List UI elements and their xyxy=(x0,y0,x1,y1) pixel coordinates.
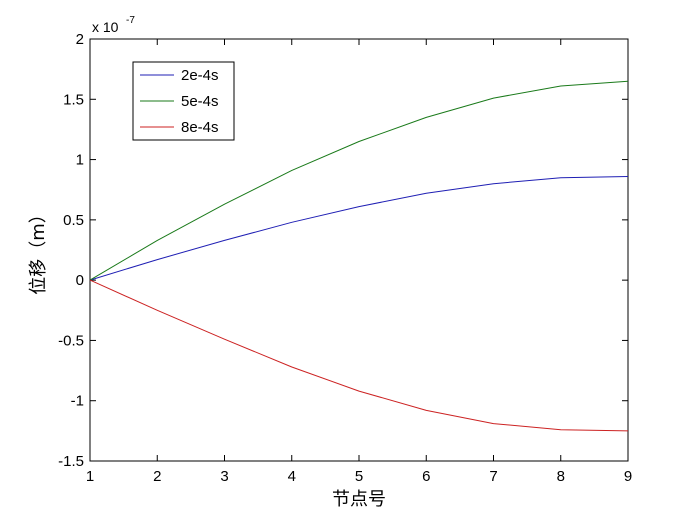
x-tick-label: 7 xyxy=(489,468,497,485)
x-tick-label: 3 xyxy=(220,468,228,485)
x-tick-label: 9 xyxy=(624,468,632,485)
x-tick-label: 1 xyxy=(86,468,94,485)
x-tick-label: 4 xyxy=(288,468,296,485)
y-tick-label: 0.5 xyxy=(63,212,84,229)
x-tick-labels: 1 2 3 4 5 6 7 8 9 xyxy=(86,468,632,485)
x-tick-label: 8 xyxy=(557,468,565,485)
legend: 2e-4s 5e-4s 8e-4s xyxy=(132,61,235,141)
y-tick-label: -1.5 xyxy=(58,453,84,470)
series-line-2 xyxy=(89,80,629,281)
series-line-1 xyxy=(89,176,629,281)
axis-ticks xyxy=(89,38,629,462)
y-exponent-power: -7 xyxy=(126,15,135,26)
x-tick-label: 6 xyxy=(422,468,430,485)
series-lines xyxy=(89,80,629,432)
legend-label-1: 2e-4s xyxy=(181,67,219,84)
y-tick-label: -0.5 xyxy=(58,332,84,349)
series-line-3 xyxy=(89,279,629,432)
y-tick-label: 1.5 xyxy=(63,91,84,108)
y-tick-labels: 2 1.5 1 0.5 0 -0.5 -1 -1.5 xyxy=(58,31,84,470)
y-tick-label: 0 xyxy=(76,272,84,289)
legend-label-3: 8e-4s xyxy=(181,119,219,136)
y-exponent-base: x 10 xyxy=(92,19,119,35)
x-tick-label: 2 xyxy=(153,468,161,485)
y-axis-label: 位移（m） xyxy=(28,205,49,295)
y-tick-label: 2 xyxy=(76,31,84,48)
y-tick-label: -1 xyxy=(71,393,84,410)
legend-label-2: 5e-4s xyxy=(181,93,219,110)
x-tick-label: 5 xyxy=(355,468,363,485)
y-tick-label: 1 xyxy=(76,152,84,169)
x-axis-label: 节点号 xyxy=(332,489,386,510)
